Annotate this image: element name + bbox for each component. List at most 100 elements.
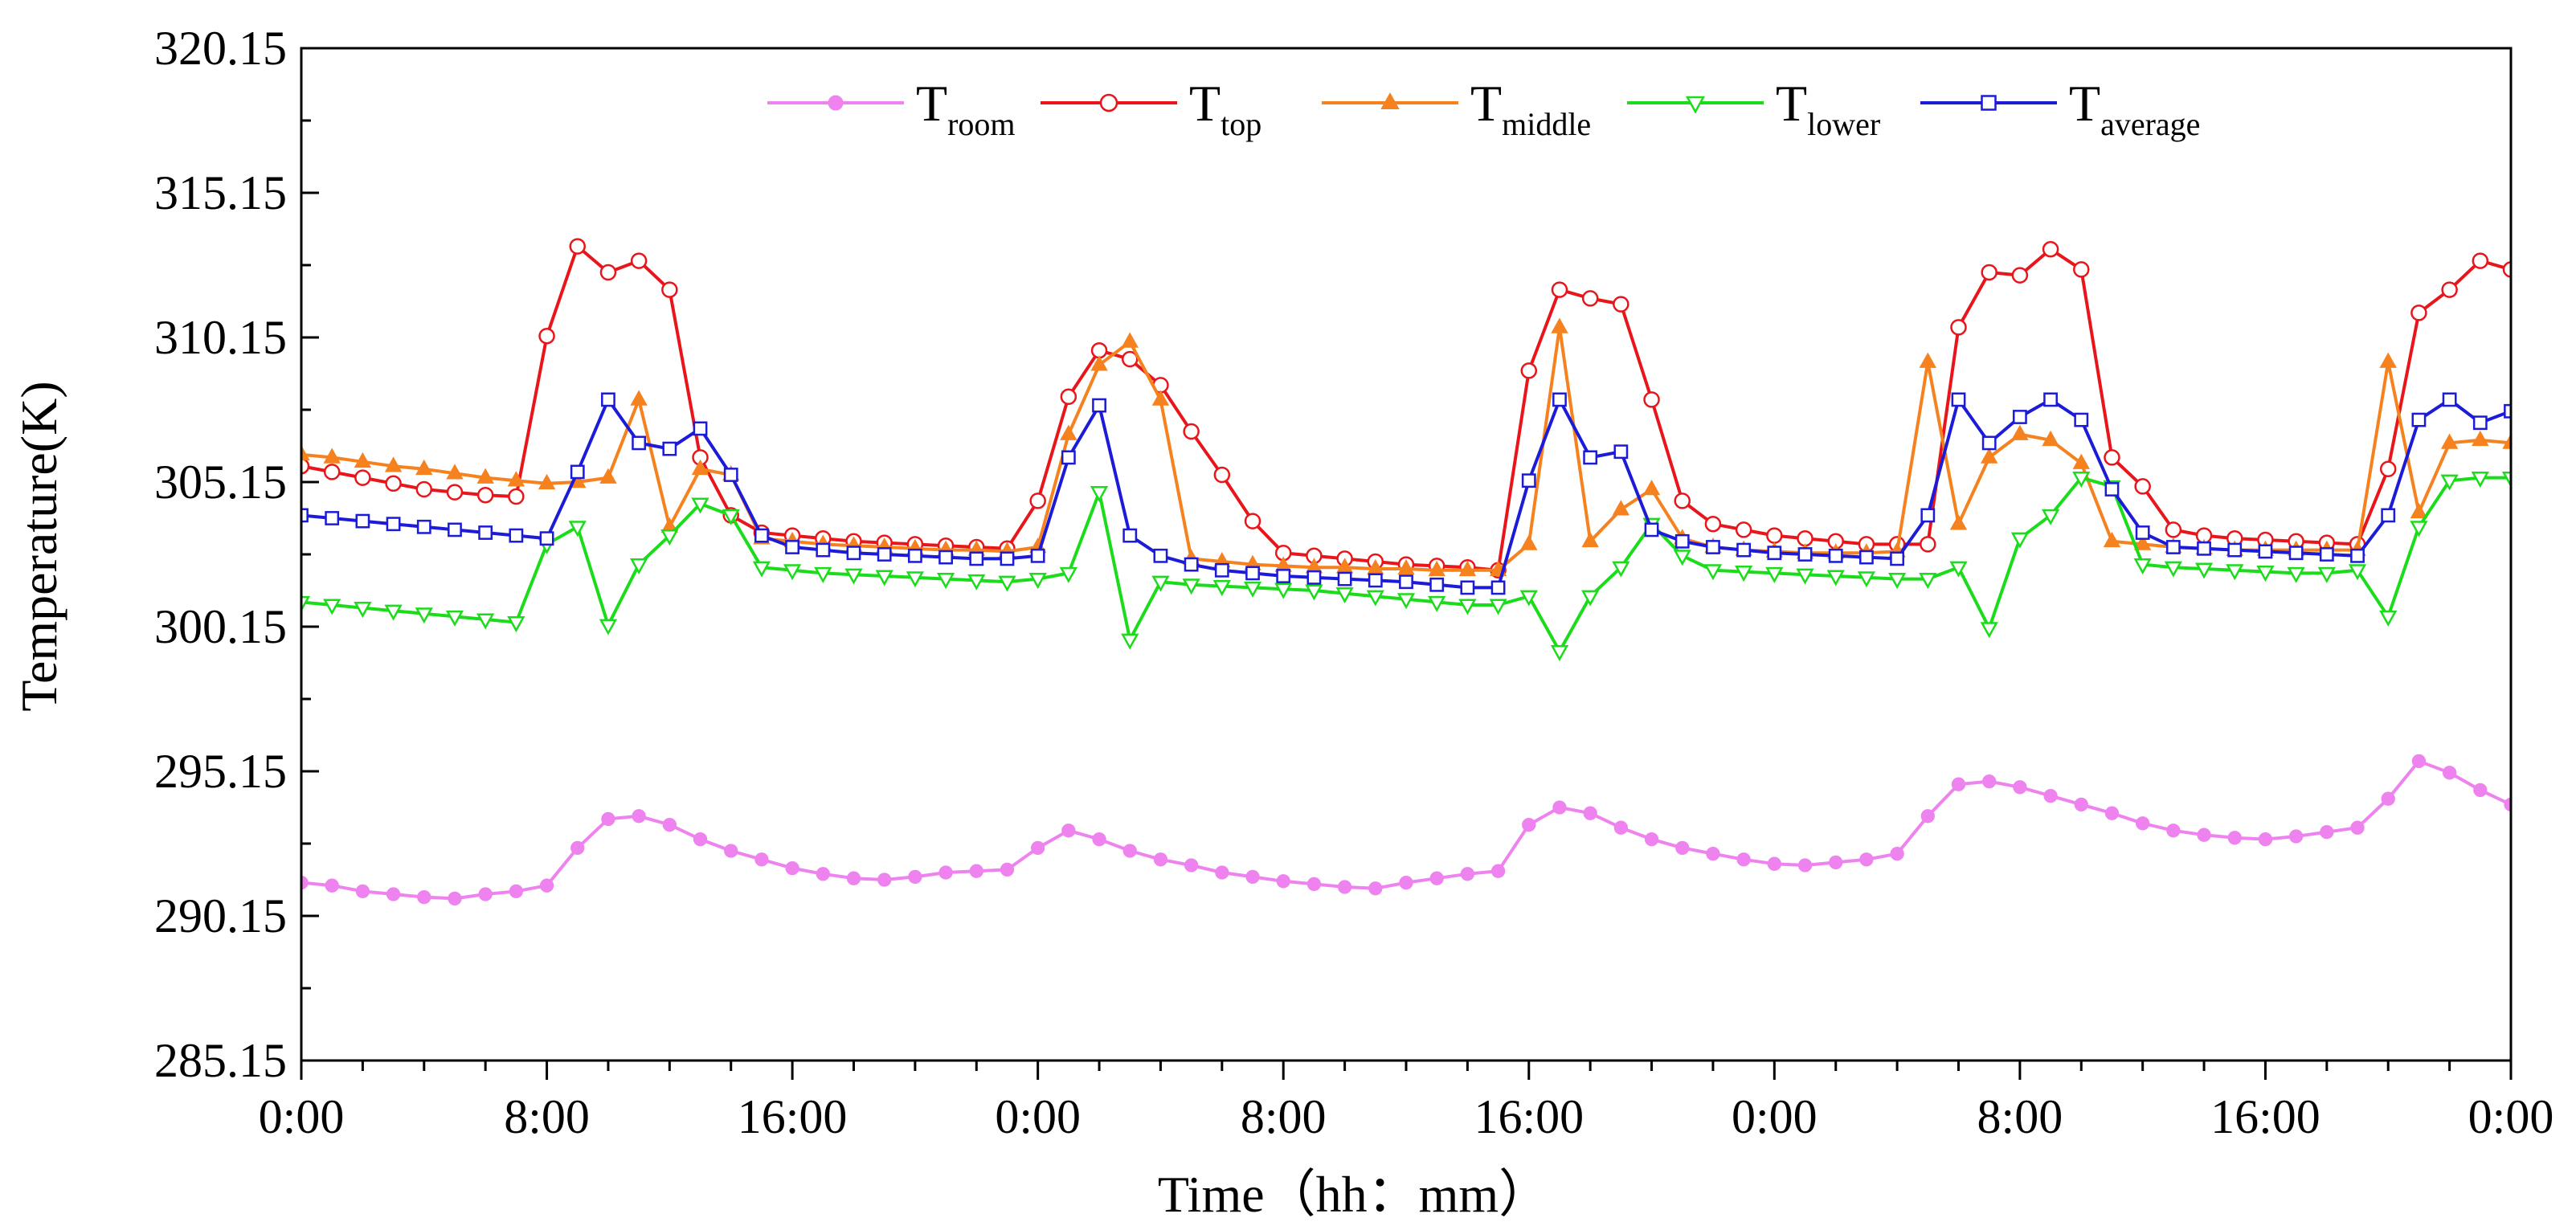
data-point: [2534, 435, 2549, 448]
data-point: [1859, 550, 1874, 565]
data-point: [2565, 312, 2576, 326]
data-point: [1121, 332, 1139, 348]
data-point: [508, 488, 525, 505]
data-point: [539, 878, 554, 893]
data-point: [301, 457, 310, 475]
data-point: [2441, 281, 2458, 298]
data-point: [355, 513, 370, 529]
series-markers-top: [301, 238, 2576, 579]
data-point: [1674, 533, 1690, 549]
data-point: [323, 448, 341, 464]
x-tick-label: 0:00: [2468, 1090, 2554, 1143]
data-point: [1429, 871, 1444, 885]
data-point: [1613, 296, 1629, 313]
data-point: [2012, 410, 2027, 424]
series-room: [301, 754, 2511, 906]
data-point: [416, 519, 431, 534]
data-point: [1213, 466, 1231, 484]
data-point: [323, 599, 341, 615]
data-point: [2133, 534, 2152, 550]
data-point: [1949, 514, 1968, 530]
data-point: [1583, 806, 1597, 820]
data-point: [1276, 569, 1291, 583]
data-point: [754, 852, 769, 867]
data-point: [2411, 754, 2427, 769]
data-point: [2504, 797, 2511, 812]
data-point: [1092, 832, 1106, 847]
data-point: [507, 471, 525, 487]
data-point: [2258, 832, 2273, 847]
data-point: [2194, 562, 2214, 579]
data-point: [1520, 534, 1538, 550]
x-tick-label: 0:00: [995, 1090, 1081, 1143]
x-tick-label: 16:00: [738, 1090, 848, 1143]
data-point: [754, 528, 769, 543]
data-point: [1274, 582, 1293, 599]
data-point: [2041, 509, 2060, 525]
data-point: [599, 468, 617, 484]
legend-label-subscript: room: [947, 106, 1015, 142]
data-point: [938, 550, 953, 565]
data-point: [354, 452, 372, 468]
data-point: [570, 840, 585, 856]
legend-item-middle: Tmiddle: [1322, 75, 1591, 142]
data-point: [599, 619, 618, 636]
data-point: [1305, 584, 1323, 601]
data-point: [2317, 566, 2336, 583]
data-point: [2104, 482, 2120, 497]
data-point: [2442, 766, 2457, 780]
legend-label: Tlower: [1776, 75, 1880, 142]
data-point: [785, 860, 799, 876]
data-point: [1583, 450, 1598, 465]
data-point: [1981, 264, 1997, 281]
data-point: [1030, 548, 1045, 563]
data-point: [2103, 531, 2121, 548]
data-point: [476, 613, 495, 630]
data-point: [1306, 877, 1322, 892]
data-point: [2379, 610, 2398, 627]
data-point: [2197, 828, 2211, 842]
data-point: [632, 809, 646, 824]
legend-item-average: Taverage: [1920, 75, 2200, 142]
data-point: [662, 441, 677, 456]
data-point: [1919, 573, 1937, 590]
data-point: [354, 602, 372, 619]
data-point: [783, 564, 802, 581]
data-point: [630, 558, 648, 575]
data-point: [724, 844, 738, 858]
data-point: [1980, 622, 1998, 639]
data-point: [2379, 460, 2397, 478]
data-point: [476, 468, 494, 484]
data-point: [509, 884, 524, 899]
axes-layer: 285.15 290.15 295.15 300.15 305.15 310.15 315.…: [154, 22, 2554, 1143]
data-point: [2072, 453, 2090, 469]
data-point: [2440, 474, 2459, 491]
data-point: [1581, 590, 1600, 607]
y-tick-label: 315.15: [154, 166, 287, 219]
data-point: [1797, 547, 1813, 562]
data-point: [1685, 96, 1706, 114]
legend-item-top: Ttop: [1041, 75, 1261, 142]
data-point: [2502, 261, 2511, 278]
data-point: [844, 568, 863, 585]
data-point: [2471, 472, 2489, 488]
data-point: [1551, 317, 1568, 333]
data-point: [967, 574, 986, 591]
data-point: [2534, 288, 2549, 303]
data-point: [509, 528, 524, 543]
data-point: [693, 421, 708, 436]
legend: Troom Ttop Tmiddle Tlower Taverage: [767, 75, 2200, 142]
data-point: [2227, 542, 2243, 558]
data-point: [2350, 548, 2365, 563]
data-point: [478, 887, 493, 901]
x-tick-label: 8:00: [1977, 1090, 2063, 1143]
data-point: [2013, 780, 2027, 795]
data-point: [1613, 820, 1629, 835]
data-point: [2043, 788, 2058, 803]
data-point: [446, 464, 464, 480]
data-point: [752, 561, 771, 578]
legend-label-subscript: average: [2100, 106, 2200, 142]
data-point: [785, 540, 800, 554]
data-point: [1000, 862, 1015, 877]
